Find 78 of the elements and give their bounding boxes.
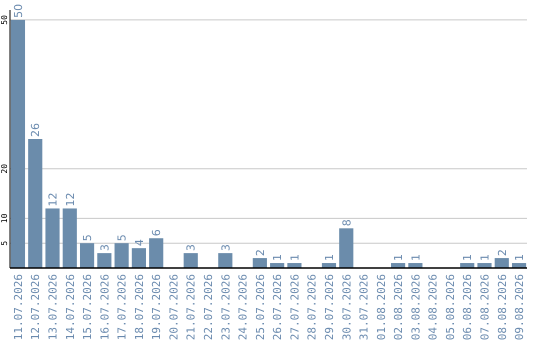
data-label: 3 (219, 244, 232, 252)
data-label: 12 (46, 192, 60, 206)
x-tick-label: 23.07.2026 (219, 274, 232, 340)
data-label: 1 (392, 254, 406, 262)
bar (114, 243, 129, 268)
data-label: 2 (496, 249, 509, 256)
bar (408, 263, 422, 268)
x-tick-label: 29.07.2026 (322, 274, 336, 340)
x-tick-label: 11.07.2026 (12, 274, 25, 340)
bar (287, 263, 302, 268)
data-label: 3 (98, 244, 112, 252)
x-tick-label: 04.08.2026 (426, 274, 440, 340)
x-tick-label: 26.07.2026 (271, 274, 284, 340)
x-tick-label: 31.07.2026 (358, 274, 371, 340)
data-label: 1 (271, 254, 284, 262)
x-tick-label: 15.07.2026 (81, 274, 94, 340)
data-label: 8 (340, 219, 354, 226)
x-tick-label: 05.08.2026 (444, 274, 457, 340)
x-tick-label: 16.07.2026 (98, 274, 112, 340)
data-label: 5 (81, 234, 94, 242)
x-tick-label: 06.08.2026 (461, 274, 474, 340)
bar (477, 263, 492, 268)
x-tick-label: 12.07.2026 (29, 274, 42, 340)
data-label: 12 (64, 192, 77, 206)
bar (184, 253, 198, 268)
x-tick-label: 01.08.2026 (374, 274, 388, 340)
x-tick-label: 14.07.2026 (64, 274, 77, 340)
x-tick-label: 18.07.2026 (132, 274, 146, 340)
x-tick-label: 19.07.2026 (150, 274, 164, 340)
bar (512, 263, 526, 268)
data-label: 3 (184, 244, 198, 252)
bar (252, 258, 267, 268)
data-label: 50 (12, 4, 25, 18)
x-tick-label: 09.08.2026 (513, 274, 526, 340)
x-tick-label: 27.07.2026 (288, 274, 302, 340)
bar (322, 263, 336, 268)
y-tick-label: 20 (0, 164, 9, 174)
bar (45, 208, 60, 268)
y-tick-label: 5 (0, 240, 9, 246)
x-tick-label: 13.07.2026 (46, 274, 60, 340)
x-tick-label: 02.08.2026 (392, 274, 406, 340)
x-tick-label: 08.08.2026 (496, 274, 509, 340)
bar (149, 238, 164, 268)
bar (28, 139, 42, 268)
bar (132, 248, 146, 268)
data-label: 1 (288, 254, 302, 262)
bar (494, 258, 509, 268)
bar (391, 263, 406, 268)
bar (80, 243, 94, 268)
data-label: 4 (132, 239, 146, 246)
data-label: 26 (29, 123, 42, 137)
x-tick-label: 22.07.2026 (202, 274, 216, 340)
bar (270, 263, 284, 268)
data-label: 1 (322, 254, 336, 262)
x-tick-label: 21.07.2026 (184, 274, 198, 340)
x-tick-label: 07.08.2026 (478, 274, 492, 340)
data-label: 1 (478, 254, 492, 262)
data-label: 6 (150, 229, 164, 236)
bar (339, 228, 354, 268)
bar (97, 253, 112, 268)
bar (218, 253, 232, 268)
x-tick-label: 20.07.2026 (167, 274, 180, 340)
x-tick-label: 17.07.2026 (116, 274, 129, 340)
bar (460, 263, 474, 268)
bar (10, 20, 26, 268)
data-label: 2 (254, 249, 267, 256)
y-tick-label: 10 (0, 213, 9, 224)
data-label: 1 (513, 254, 526, 262)
y-tick-label: 50 (0, 14, 9, 25)
data-label: 5 (116, 234, 129, 242)
data-label: 1 (461, 254, 474, 262)
x-tick-label: 25.07.2026 (254, 274, 267, 340)
x-tick-label: 28.07.2026 (306, 274, 319, 340)
x-tick-label: 03.08.2026 (409, 274, 422, 340)
bar (62, 208, 77, 268)
data-label: 1 (409, 254, 422, 262)
x-tick-label: 24.07.2026 (236, 274, 250, 340)
x-tick-label: 30.07.2026 (340, 274, 354, 340)
